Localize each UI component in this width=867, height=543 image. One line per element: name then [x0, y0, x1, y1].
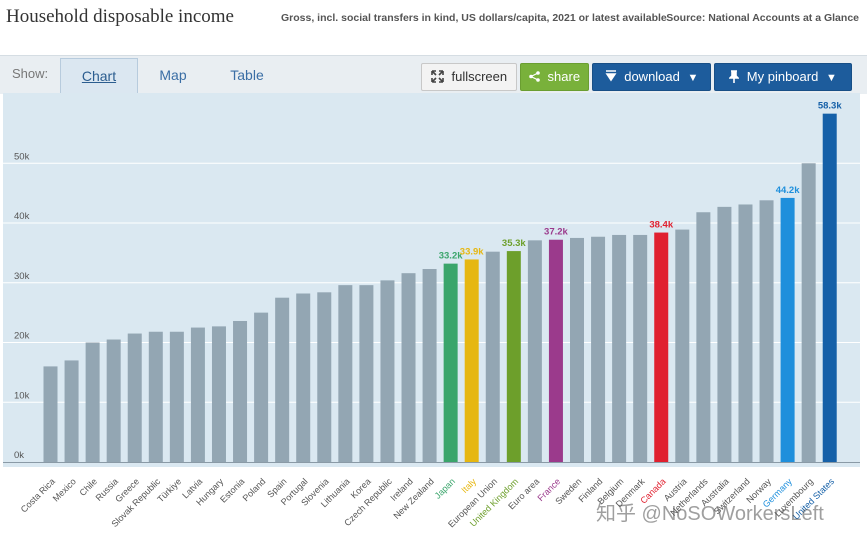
bar	[780, 197, 795, 462]
header: Household disposable income Gross, incl.…	[0, 0, 867, 36]
view-toolbar: Show: Chart Map Table fullscreen share d…	[0, 55, 867, 95]
x-tick-label: Poland	[241, 476, 268, 503]
bar	[443, 263, 458, 462]
bar	[85, 342, 100, 462]
pinboard-button[interactable]: My pinboard ▼	[714, 63, 852, 91]
bar	[696, 212, 711, 462]
y-tick-label: 20k	[14, 331, 30, 342]
x-tick-label: Mexico	[51, 476, 78, 503]
data-label: 44.2k	[776, 185, 800, 196]
data-label: 37.2k	[544, 227, 568, 238]
bar	[254, 312, 269, 462]
fullscreen-button[interactable]: fullscreen	[421, 63, 517, 91]
bar	[43, 366, 58, 462]
bar	[612, 234, 627, 462]
share-label: share	[547, 69, 581, 84]
bar	[506, 251, 521, 462]
bar	[148, 331, 163, 462]
bar	[464, 259, 479, 462]
bar	[64, 360, 79, 462]
y-tick-label: 30k	[14, 271, 30, 282]
pin-icon	[728, 69, 743, 84]
download-arrow-icon	[605, 69, 621, 84]
show-label: Show:	[12, 66, 49, 81]
bar	[190, 327, 205, 462]
data-label: 58.3k	[818, 101, 842, 112]
source-note: Source: National Accounts at a Glance	[666, 12, 859, 24]
tab-map[interactable]: Map	[159, 67, 187, 83]
bar	[275, 297, 290, 462]
bar	[211, 326, 226, 462]
bar	[548, 239, 563, 462]
tab-table[interactable]: Table	[230, 67, 264, 83]
bar	[296, 293, 311, 462]
x-tick-label: Japan	[433, 476, 457, 500]
bar	[233, 320, 248, 462]
bar	[380, 280, 395, 462]
chevron-down-icon: ▼	[825, 72, 837, 84]
bar	[717, 206, 732, 462]
bar	[822, 113, 837, 462]
y-tick-label: 50k	[14, 151, 30, 162]
bar	[338, 285, 353, 462]
bar	[359, 285, 374, 462]
bar	[527, 240, 542, 462]
page-title: Household disposable income	[6, 6, 234, 27]
bar	[801, 163, 816, 462]
bar	[738, 204, 753, 463]
chart-subtitle: Gross, incl. social transfers in kind, U…	[281, 12, 667, 24]
bar	[317, 292, 332, 462]
download-label: download	[624, 69, 680, 84]
share-button[interactable]: share	[520, 63, 589, 91]
bar	[422, 269, 437, 462]
y-tick-label: 40k	[14, 211, 30, 222]
data-label: 33.2k	[439, 251, 463, 262]
bar	[485, 251, 500, 462]
pinboard-label: My pinboard	[746, 69, 819, 84]
data-label: 33.9k	[460, 246, 484, 257]
bar	[127, 333, 142, 462]
fullscreen-label: fullscreen	[451, 69, 508, 84]
expand-icon	[431, 69, 448, 84]
bar	[633, 234, 648, 462]
bar	[169, 331, 184, 462]
bar	[106, 339, 121, 462]
bar	[401, 273, 416, 462]
data-label: 38.4k	[649, 220, 673, 231]
bar	[591, 236, 606, 462]
download-button[interactable]: download ▼	[592, 63, 711, 91]
chevron-down-icon: ▼	[687, 72, 699, 84]
tab-chart[interactable]: Chart	[60, 58, 138, 95]
share-icon	[529, 69, 544, 84]
bar	[675, 229, 690, 462]
bar	[570, 237, 584, 462]
bar	[759, 200, 774, 463]
data-label: 35.3k	[502, 238, 526, 249]
y-tick-label: 10k	[14, 390, 30, 401]
x-tick-label: Türkiye	[155, 476, 183, 504]
y-tick-label: 0k	[14, 450, 24, 461]
watermark-text: 知乎 @NoSOWorkersLeft	[596, 503, 824, 525]
bar	[654, 232, 669, 462]
